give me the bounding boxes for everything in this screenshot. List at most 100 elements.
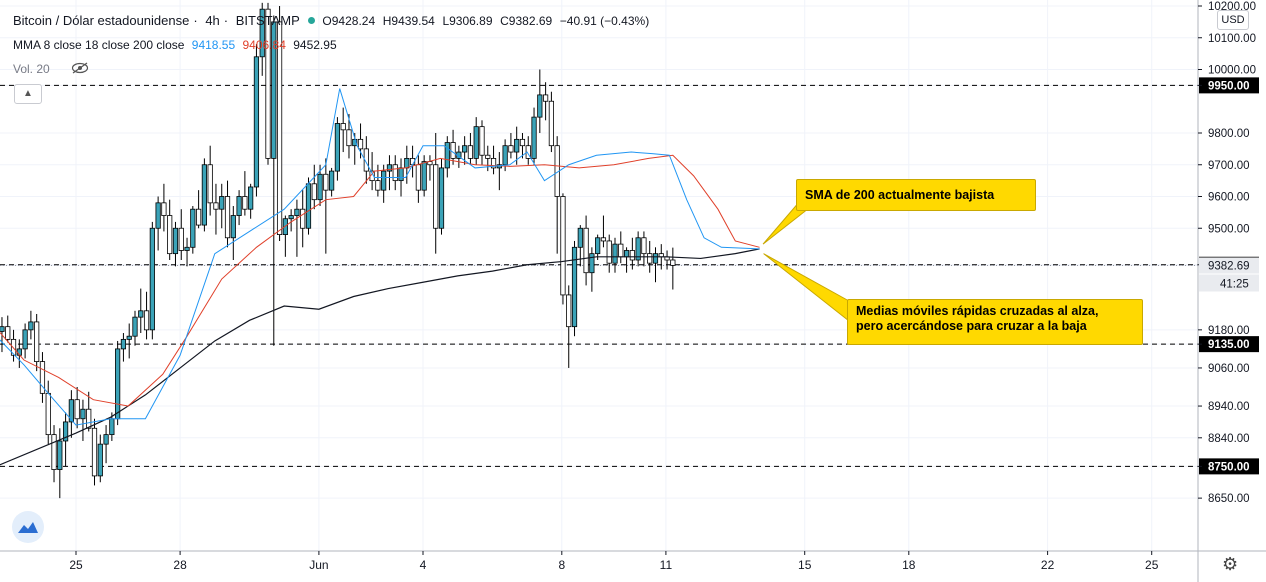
- candle: [329, 167, 335, 197]
- candle: [265, 2, 271, 165]
- candle: [178, 209, 184, 260]
- candle: [346, 113, 352, 159]
- candle: [282, 215, 288, 257]
- candle: [496, 152, 502, 191]
- candle-body-down: [300, 208, 306, 229]
- candle-body-up: [404, 157, 410, 169]
- chevron-up-icon[interactable]: ▲: [14, 84, 42, 104]
- ma200-value: 9452.95: [293, 38, 337, 52]
- candle: [5, 315, 11, 343]
- candle: [34, 313, 40, 372]
- moving-averages: [0, 88, 760, 466]
- candle-body-down: [357, 138, 364, 150]
- price-tick-label: 8840.00: [1208, 433, 1250, 445]
- candle: [473, 117, 479, 165]
- candle-body-up: [329, 170, 335, 191]
- candle: [45, 380, 51, 445]
- candle-body-up: [398, 167, 404, 182]
- candle-body-down: [629, 250, 635, 261]
- candle-body-up: [514, 138, 520, 153]
- time-tick-label: Jun: [309, 558, 328, 572]
- candle: [543, 82, 549, 121]
- candle-body-down: [392, 164, 398, 182]
- price-tick-label: 9180.00: [1208, 325, 1250, 337]
- price-tick-label: 8940.00: [1208, 401, 1250, 413]
- candle-body-up: [288, 215, 294, 220]
- candle: [508, 133, 514, 159]
- candle: [554, 136, 560, 254]
- candle: [606, 234, 612, 273]
- horizontal-levels: [0, 84, 1198, 467]
- candle-body-up: [219, 196, 225, 210]
- candle-body-up: [149, 227, 155, 331]
- candle: [68, 390, 74, 438]
- candle-body-up: [138, 310, 144, 318]
- countdown-label: 41:25: [1220, 278, 1249, 290]
- open-value: O9428.24: [322, 14, 376, 28]
- candle: [467, 133, 474, 165]
- time-tick-label: 4: [420, 558, 427, 572]
- candle-body-down: [224, 196, 231, 239]
- candle-body-down: [340, 123, 346, 131]
- symbol-legend: Bitcoin / Dólar estadounidense · 4h · BITS…: [13, 13, 650, 28]
- tradingview-logo-icon[interactable]: [12, 511, 44, 543]
- eye-off-icon[interactable]: [71, 62, 89, 77]
- ma18-line: [0, 154, 760, 407]
- candle-body-down: [450, 142, 456, 159]
- candle-body-up: [68, 399, 74, 423]
- candle: [39, 352, 46, 403]
- candle-body-up: [577, 227, 583, 248]
- price-tick-label: 9500.00: [1208, 223, 1250, 235]
- ma8-value: 9418.55: [191, 38, 236, 52]
- candle: [190, 206, 196, 254]
- candle: [560, 193, 566, 305]
- candle: [618, 231, 624, 264]
- level-badge: [1199, 77, 1259, 94]
- candle-body-down: [375, 180, 381, 191]
- candle: [300, 190, 306, 248]
- candle: [525, 136, 531, 165]
- candle: [219, 183, 225, 229]
- low-value: L9306.89: [442, 14, 493, 28]
- candle: [259, 2, 265, 76]
- candle-body-up: [259, 8, 265, 58]
- candle-body-down: [34, 321, 40, 363]
- candle: [363, 136, 369, 184]
- price-tick-label: 9060.00: [1208, 363, 1250, 375]
- candle: [537, 69, 543, 133]
- candle-body-up: [62, 421, 69, 442]
- exchange: BITSTAMP: [235, 13, 300, 28]
- price-tick-label: 8750.00: [1208, 461, 1250, 473]
- candle: [62, 412, 69, 467]
- candle-body-up: [612, 243, 618, 264]
- change-value: −40.91 (−0.43%): [559, 14, 650, 28]
- currency-button[interactable]: USD: [1217, 10, 1249, 30]
- volume-legend[interactable]: Vol. 20: [13, 62, 93, 77]
- candle-body-up: [421, 161, 427, 191]
- candle-body-down: [508, 145, 514, 153]
- volume-label: Vol. 20: [13, 62, 50, 76]
- candle-body-down: [323, 173, 329, 191]
- candle-body-up: [80, 408, 86, 420]
- candle-body-down: [346, 129, 352, 147]
- candle-body-down: [583, 227, 589, 274]
- candle-body-up: [248, 186, 254, 210]
- candle: [444, 136, 450, 178]
- price-tick-label: 10100.00: [1208, 33, 1256, 45]
- gear-icon[interactable]: ⚙: [1222, 554, 1239, 574]
- candle-body-down: [415, 164, 421, 191]
- candles: [0, 2, 676, 499]
- candle-body-up: [172, 227, 179, 255]
- candle: [635, 231, 641, 267]
- candle: [248, 183, 254, 219]
- price-tick-label: 9135.00: [1208, 339, 1250, 351]
- high-value: H9439.54: [382, 14, 435, 28]
- candle: [595, 234, 601, 260]
- ma18-value: 9406.84: [242, 38, 286, 52]
- price-tick-label: 9600.00: [1208, 192, 1250, 204]
- candle-body-down: [641, 237, 647, 255]
- price-tick-label: 9700.00: [1208, 160, 1250, 172]
- ma-legend[interactable]: MMA 8 close 18 close 200 close 9418.55 9…: [13, 38, 341, 52]
- candle-body-up: [381, 170, 387, 191]
